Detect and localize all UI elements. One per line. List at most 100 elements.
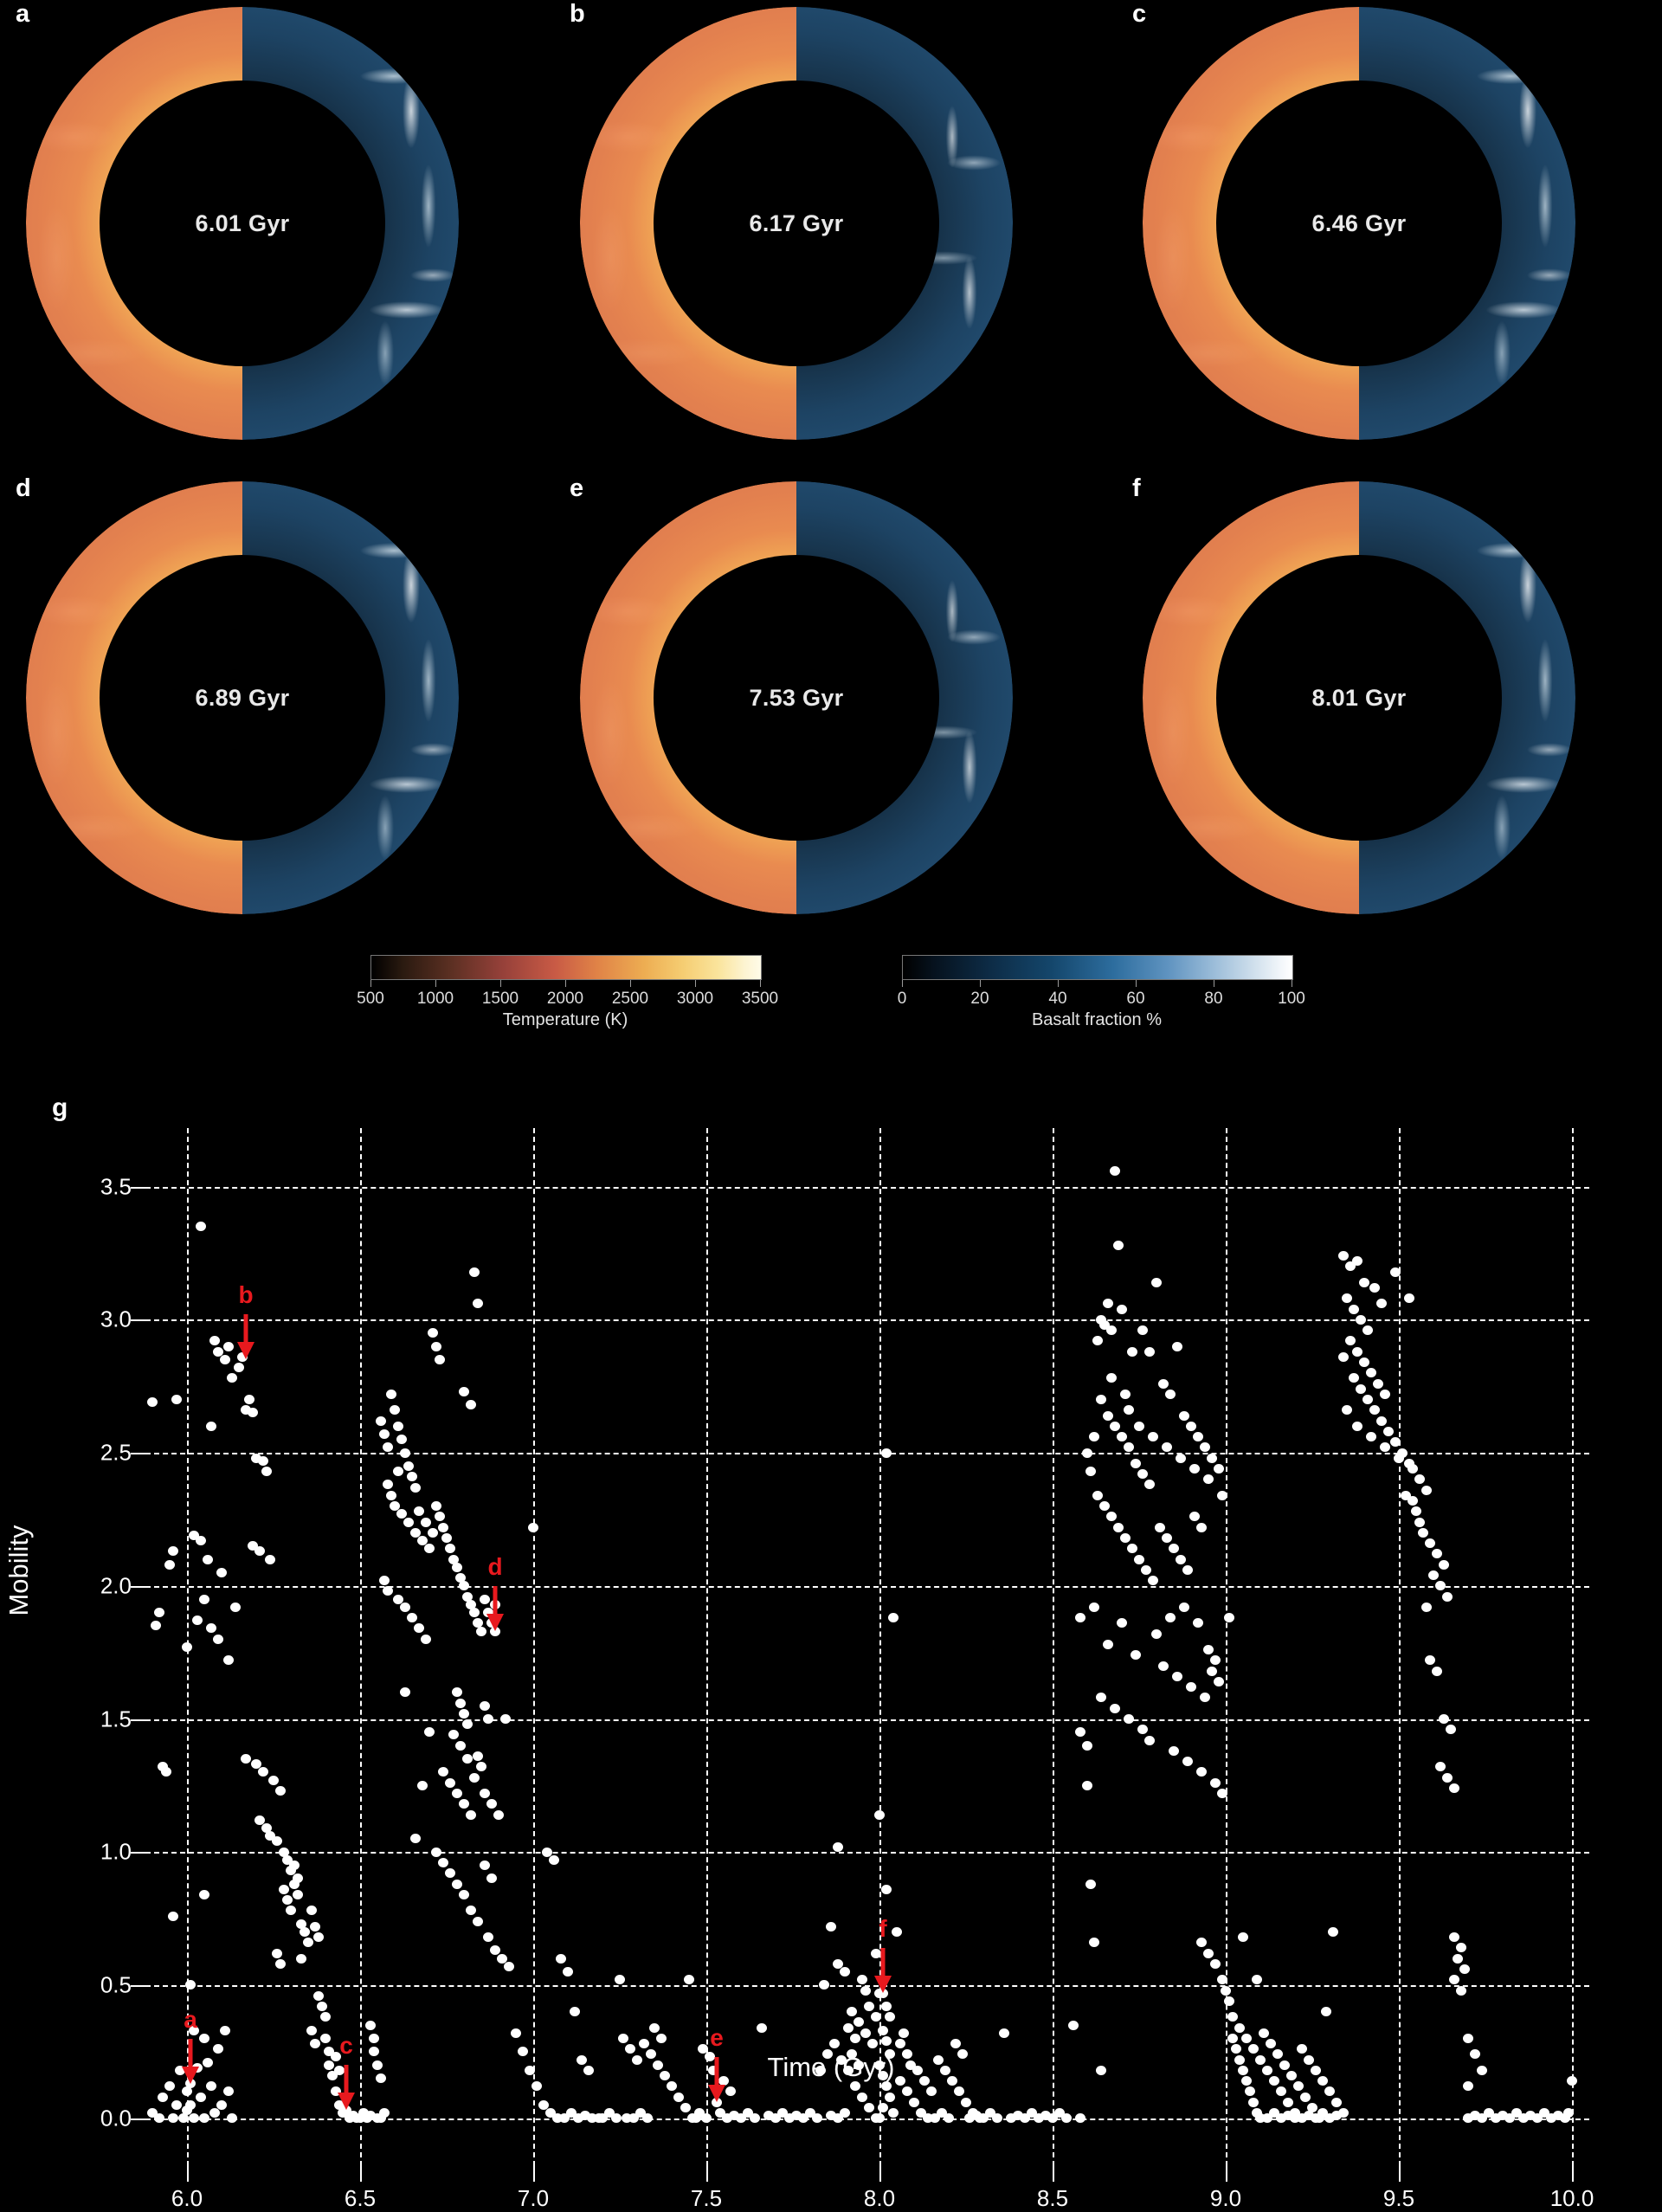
scatter-point: [511, 2028, 521, 2038]
scatter-point: [407, 1613, 417, 1623]
scatter-point: [289, 1879, 300, 1889]
scatter-point: [410, 1482, 421, 1493]
scatter-point: [455, 1698, 466, 1708]
basalt-colorbar-ticks: [902, 980, 1292, 988]
scatter-point: [189, 2025, 199, 2035]
scatter-point: [1196, 1767, 1207, 1777]
scatter-point: [1238, 1932, 1248, 1943]
scatter-point: [1103, 1410, 1113, 1421]
scatter-point: [829, 2039, 840, 2049]
panel-letter-f: f: [1132, 474, 1141, 502]
scatter-point: [379, 1429, 390, 1440]
scatter-point: [1404, 1293, 1414, 1304]
scatter-point: [396, 1509, 407, 1519]
scatter-point: [1359, 1358, 1369, 1368]
gridline-vertical: [1572, 1128, 1574, 2166]
scatter-point: [1162, 1442, 1172, 1453]
scatter-point: [1203, 1645, 1214, 1655]
globe-f: 8.01 Gyr: [1143, 481, 1575, 914]
scatter-point: [1435, 1581, 1446, 1591]
basalt-colorbar-group: 0 20 40 60 80 100 Basalt fraction %: [898, 955, 1305, 1030]
colorbar-tick-label: 3500: [741, 990, 779, 1008]
scatter-point: [206, 1623, 216, 1634]
scatter-point: [1200, 1442, 1210, 1453]
scatter-point: [1266, 2039, 1276, 2049]
scatter-point: [1456, 1943, 1466, 1953]
scatter-point: [1172, 1671, 1182, 1681]
scatter-point: [282, 1895, 293, 1906]
scatter-point: [435, 1354, 445, 1364]
x-axis-tick-mark: [706, 2166, 708, 2182]
scatter-point: [431, 1341, 441, 1351]
scatter-point: [1137, 1325, 1148, 1336]
annotation-arrow-e: [705, 2057, 728, 2106]
scatter-point: [431, 1501, 441, 1512]
scatter-point: [1352, 1421, 1362, 1431]
scatter-point: [383, 1442, 393, 1453]
scatter-point: [438, 1767, 448, 1777]
temperature-colorbar: [370, 955, 762, 980]
y-axis-tick-mark: [131, 1319, 145, 1322]
colorbar-tick: [1058, 980, 1059, 987]
scatter-point: [1338, 1351, 1349, 1362]
scatter-point: [286, 1906, 296, 1916]
y-axis-tick-label: 2.5: [100, 1439, 132, 1466]
scatter-point: [847, 2007, 857, 2017]
scatter-point: [1421, 1485, 1432, 1495]
scatter-point: [1189, 1464, 1200, 1474]
scatter-point: [999, 2028, 1009, 2038]
scatter-point: [300, 1926, 310, 1937]
scatter-point: [490, 1626, 500, 1636]
panel-letter-d: d: [16, 474, 31, 502]
scatter-point: [860, 2028, 871, 2038]
scatter-point: [1179, 1410, 1189, 1421]
scatter-point: [843, 2022, 854, 2033]
colorbar-tick-label: 60: [1126, 990, 1145, 1008]
scatter-point: [1189, 1512, 1200, 1522]
scatter-point: [462, 1591, 473, 1602]
scatter-point: [164, 1559, 175, 1570]
mantle-panel-grid: a 6.01 Gyr b: [0, 0, 1662, 939]
scatter-point: [459, 1708, 469, 1719]
scatter-point: [1321, 2007, 1331, 2017]
scatter-point: [448, 1554, 459, 1564]
scatter-point: [452, 1562, 462, 1572]
scatter-point: [542, 1847, 552, 1857]
scatter-point: [220, 2025, 230, 2035]
scatter-point: [556, 1953, 566, 1964]
scatter-point: [871, 2012, 881, 2022]
scatter-point: [1304, 2054, 1314, 2065]
scatter-point: [1158, 1378, 1169, 1389]
scatter-point: [379, 1576, 390, 1586]
scatter-point: [1449, 1932, 1459, 1943]
panel-annotations: a b c d e f: [145, 1128, 1589, 2166]
scatter-point: [469, 1772, 480, 1783]
panel-letter-c: c: [1132, 0, 1147, 28]
x-axis-tick-label: 6.5: [344, 2185, 377, 2211]
scatter-point: [230, 1602, 241, 1612]
gridline-horizontal: [145, 1852, 1589, 1854]
scatter-point: [625, 2044, 635, 2054]
scatter-point: [234, 1363, 244, 1373]
time-label: 6.01 Gyr: [195, 210, 290, 236]
annotation-arrow-d: [484, 1586, 506, 1635]
scatter-point: [1113, 1240, 1124, 1250]
scatter-point: [320, 2033, 331, 2043]
scatter-point: [220, 1354, 230, 1364]
annotation-arrow-c: [335, 2065, 358, 2114]
scatter-point: [1148, 1432, 1158, 1442]
scatter-point: [421, 1517, 431, 1527]
scatter-point: [1124, 1405, 1134, 1416]
core-region: 7.53 Gyr: [654, 555, 939, 841]
y-axis-tick-mark: [131, 1453, 145, 1455]
scatter-point: [466, 1400, 476, 1410]
panel-letter-g: g: [52, 1093, 68, 1122]
scatter-point: [161, 1767, 171, 1777]
scatter-point: [857, 1975, 867, 1985]
scatter-point: [476, 1762, 486, 1772]
scatter-point: [293, 1889, 303, 1899]
scatter-point: [1169, 1745, 1179, 1756]
scatter-point: [1459, 1964, 1470, 1974]
scatter-point: [168, 1546, 178, 1557]
scatter-point: [1442, 1591, 1453, 1602]
